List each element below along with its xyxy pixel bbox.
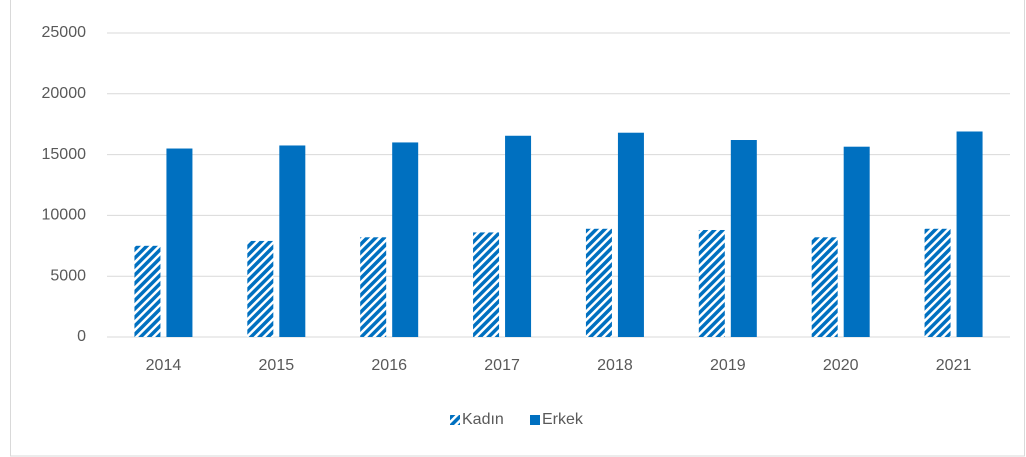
legend-label: Erkek — [542, 411, 584, 428]
bar — [360, 237, 387, 337]
y-tick-label: 5000 — [50, 267, 86, 284]
x-tick-label: 2015 — [259, 357, 295, 374]
bar — [730, 140, 757, 337]
bar — [279, 145, 306, 337]
legend-swatch — [450, 415, 460, 425]
bar — [473, 232, 500, 337]
bar — [166, 148, 193, 337]
y-tick-label: 20000 — [42, 85, 87, 102]
y-tick-label: 0 — [77, 328, 86, 345]
bar — [698, 229, 725, 337]
legend-swatch — [530, 415, 540, 425]
bar — [247, 240, 274, 337]
x-tick-label: 2020 — [823, 357, 859, 374]
bar — [811, 237, 838, 337]
y-tick-label: 15000 — [42, 146, 87, 163]
x-tick-label: 2016 — [371, 357, 407, 374]
y-tick-label: 10000 — [42, 207, 87, 224]
x-tick-label: 2018 — [597, 357, 633, 374]
x-tick-label: 2017 — [484, 357, 520, 374]
x-tick-label: 2014 — [146, 357, 182, 374]
x-tick-label: 2019 — [710, 357, 746, 374]
legend-label: Kadın — [462, 411, 504, 428]
bar — [585, 228, 612, 337]
x-tick-label: 2021 — [936, 357, 972, 374]
bar — [392, 142, 419, 337]
bar — [843, 146, 870, 337]
y-tick-label: 25000 — [42, 24, 87, 41]
bar — [505, 135, 532, 337]
bar — [617, 132, 644, 337]
bar — [956, 131, 983, 337]
bar — [924, 228, 951, 337]
bar — [134, 245, 161, 337]
